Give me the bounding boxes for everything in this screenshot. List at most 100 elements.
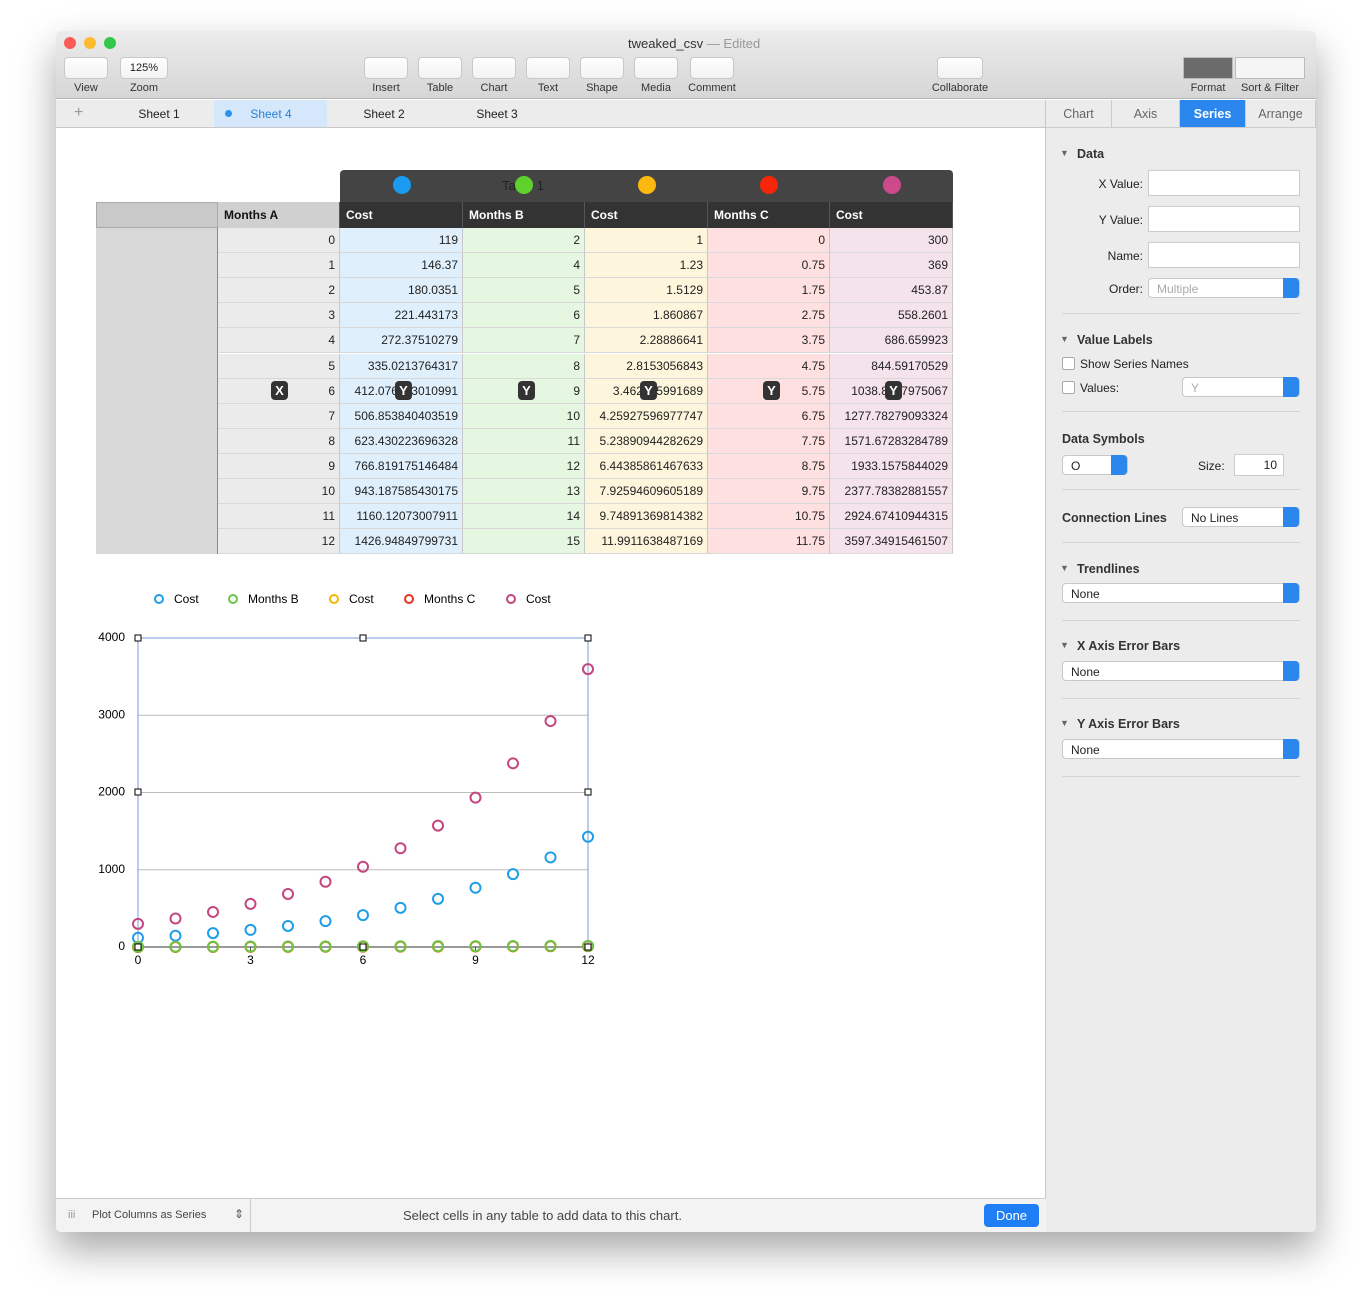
- text-field[interactable]: [1148, 242, 1300, 268]
- select[interactable]: None: [1062, 661, 1300, 681]
- select[interactable]: None: [1062, 739, 1300, 759]
- stepper: [1283, 507, 1299, 527]
- point: [244, 897, 257, 910]
- toolbar-button[interactable]: 125%: [120, 57, 168, 79]
- y-tick-label: 2000: [98, 785, 125, 799]
- point: [469, 791, 482, 804]
- toolbar-button[interactable]: [634, 57, 678, 79]
- cell: 15: [463, 529, 585, 555]
- sheet-tab[interactable]: Sheet 3: [476, 107, 518, 121]
- legend-label: Cost: [349, 592, 374, 606]
- select[interactable]: Multiple: [1148, 278, 1300, 298]
- cell: 11.75: [708, 529, 830, 555]
- cell: 0: [218, 228, 340, 254]
- cell: 6: [463, 303, 585, 329]
- text-field[interactable]: [1148, 206, 1300, 232]
- cell: 3.75: [708, 328, 830, 354]
- toolbar-button[interactable]: [364, 57, 408, 79]
- cell: 2: [218, 278, 340, 304]
- toolbar-label: Media: [641, 82, 671, 94]
- cell: 11: [463, 428, 585, 454]
- toolbar-label: View: [74, 82, 98, 94]
- cell: 2924.67410944315: [830, 504, 953, 530]
- cell: 10: [463, 403, 585, 429]
- text-field[interactable]: [1148, 170, 1300, 196]
- toolbar-button[interactable]: [418, 57, 462, 79]
- active-tab: [214, 100, 327, 127]
- cell: 9: [218, 453, 340, 479]
- toolbar-button[interactable]: [937, 57, 983, 79]
- stepper: [1283, 278, 1299, 298]
- checkbox[interactable]: [1062, 357, 1075, 370]
- toolbar: [56, 31, 1316, 99]
- legend-symbol: [404, 594, 414, 604]
- cell: 6.44385861467633: [585, 453, 708, 479]
- cell: 943.187585430175: [340, 479, 463, 505]
- close[interactable]: [64, 37, 76, 49]
- stepper: [1283, 739, 1299, 759]
- toolbar-button[interactable]: [526, 57, 570, 79]
- field-label: Order:: [1108, 282, 1143, 296]
- toolbar-label: Text: [537, 82, 559, 94]
- point: [544, 939, 557, 952]
- role-badge: X: [271, 381, 288, 400]
- sidebar-tab[interactable]: Series: [1180, 100, 1246, 128]
- point: [319, 915, 332, 928]
- cell: 2.28886641: [585, 328, 708, 354]
- plot-mode[interactable]: Plot Columns as Series: [92, 1209, 207, 1221]
- point: [244, 923, 257, 936]
- select[interactable]: Y: [1182, 377, 1300, 397]
- point: [207, 940, 219, 953]
- point: [357, 940, 369, 953]
- done-button[interactable]: Done: [984, 1204, 1039, 1227]
- toolbar-button[interactable]: [64, 57, 108, 79]
- point: [582, 663, 594, 676]
- cell: 8.75: [708, 453, 830, 479]
- legend-symbol: [228, 594, 238, 604]
- x-tick-label: 0: [135, 953, 142, 967]
- minimize[interactable]: [84, 37, 96, 49]
- column-header: Cost: [585, 202, 708, 228]
- select[interactable]: O: [1062, 455, 1128, 475]
- point: [582, 939, 594, 952]
- disclosure: ▼: [1060, 334, 1069, 344]
- sheet-tab[interactable]: Sheet 4: [250, 107, 292, 121]
- cell: 1.5129: [585, 278, 708, 304]
- select[interactable]: No Lines: [1182, 507, 1300, 527]
- handle: [134, 943, 142, 951]
- point: [282, 887, 294, 900]
- legend-symbol: [154, 594, 164, 604]
- cell: 146.37: [340, 253, 463, 279]
- cell: 11: [218, 504, 340, 530]
- toolbar-button[interactable]: [1183, 57, 1233, 79]
- sidebar-tab[interactable]: Axis: [1112, 100, 1180, 128]
- y-tick-label: 0: [118, 939, 125, 953]
- size-field[interactable]: 10: [1234, 454, 1284, 476]
- separator: [1062, 313, 1300, 314]
- handle: [359, 943, 367, 951]
- section-heading: Y Axis Error Bars: [1077, 717, 1180, 731]
- row-header-col: [96, 228, 218, 555]
- cell: 1426.94849799731: [340, 529, 463, 555]
- sheet-tab[interactable]: Sheet 1: [138, 107, 180, 121]
- zoom-window[interactable]: [104, 37, 116, 49]
- point: [319, 875, 332, 888]
- disclosure: ▼: [1060, 640, 1069, 650]
- field-label: Y Value:: [1098, 213, 1143, 227]
- checkbox[interactable]: [1062, 381, 1075, 394]
- toolbar-button[interactable]: [1235, 57, 1305, 79]
- sidebar-tab[interactable]: Chart: [1046, 100, 1112, 128]
- toolbar-button[interactable]: [580, 57, 624, 79]
- toolbar-button[interactable]: [690, 57, 734, 79]
- role-badge: Y: [395, 381, 412, 400]
- cell: 14: [463, 504, 585, 530]
- sidebar-tab[interactable]: Arrange: [1246, 100, 1316, 128]
- select[interactable]: None: [1062, 583, 1300, 603]
- point: [507, 939, 519, 952]
- toolbar-button[interactable]: [472, 57, 516, 79]
- sheet-tab[interactable]: Sheet 2: [363, 107, 405, 121]
- y-tick-label: 3000: [98, 707, 125, 721]
- toolbar-label: Comment: [688, 82, 736, 94]
- field-label: Name:: [1107, 249, 1143, 263]
